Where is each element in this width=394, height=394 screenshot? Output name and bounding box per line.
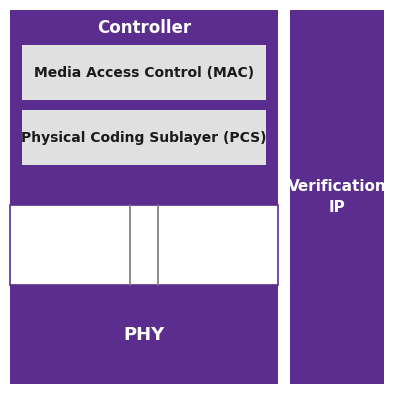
Bar [22, 110, 266, 165]
Text: Physical Coding Sublayer (PCS): Physical Coding Sublayer (PCS) [21, 131, 267, 145]
Bar [10, 285, 278, 384]
Text: Media Access Control (MAC): Media Access Control (MAC) [34, 66, 254, 80]
Bar [10, 10, 278, 205]
Text: Verification
IP: Verification IP [288, 179, 387, 215]
Text: Controller: Controller [97, 19, 191, 37]
Bar [22, 45, 266, 100]
Text: PHY: PHY [123, 326, 165, 344]
Bar [290, 10, 384, 384]
Bar [10, 205, 278, 285]
